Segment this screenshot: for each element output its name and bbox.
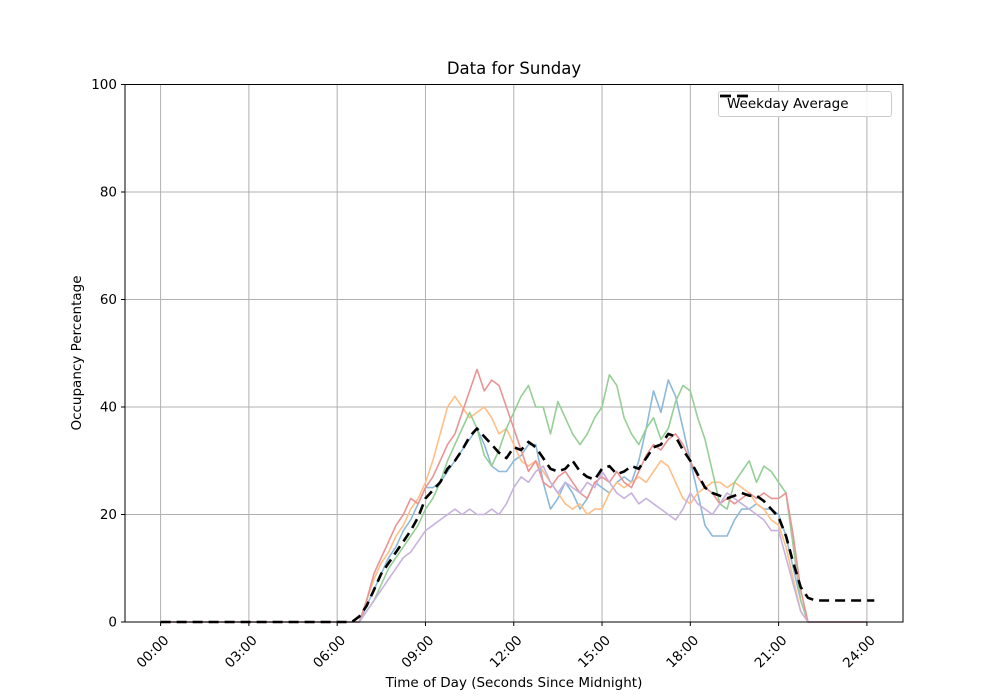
x-tick-label: 09:00 [398, 633, 437, 672]
x-tick-label: 00:00 [134, 633, 173, 672]
chart-title: Data for Sunday [446, 59, 582, 78]
legend-entry-label: Weekday Average [727, 96, 849, 112]
legend-dashed-line-sample [720, 94, 748, 98]
y-tick-label: 0 [108, 615, 117, 631]
x-tick-label: 21:00 [752, 633, 791, 672]
x-tick-label: 18:00 [663, 633, 702, 672]
y-tick-label: 80 [100, 185, 117, 201]
legend: Weekday Average [718, 91, 892, 117]
y-tick-label: 100 [91, 77, 117, 93]
y-tick-label: 20 [100, 507, 117, 523]
y-tick-label: 60 [100, 292, 117, 308]
y-tick-label: 40 [100, 400, 117, 416]
x-axis-label: Time of Day (Seconds Since Midnight) [385, 675, 643, 691]
y-axis-label: Occupancy Percentage [69, 275, 85, 431]
x-tick-label: 15:00 [575, 633, 614, 672]
x-tick-label: 06:00 [310, 633, 349, 672]
x-tick-label: 12:00 [487, 633, 526, 672]
x-tick-label: 24:00 [840, 633, 879, 672]
x-tick-label: 03:00 [222, 633, 261, 672]
